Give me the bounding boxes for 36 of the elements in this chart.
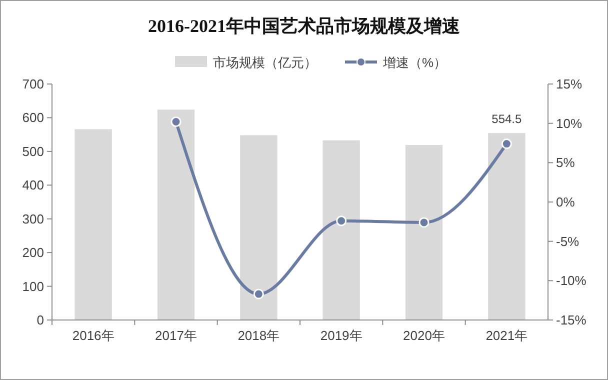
y2-tick-label: 5% (556, 155, 576, 170)
y2-tick-label: 15% (556, 76, 582, 92)
bar (488, 133, 526, 320)
y-tick-label: 700 (22, 76, 44, 92)
x-tick-label: 2020年 (403, 328, 445, 343)
y-tick-label: 0 (36, 312, 44, 328)
point (418, 217, 430, 228)
y2-tick-label: -5% (556, 234, 580, 249)
y2-tick-label: -10% (556, 273, 587, 288)
y-tick-label: 500 (22, 144, 44, 159)
y-tick-label: 100 (22, 278, 44, 294)
data-label: 554.5 (492, 112, 522, 126)
legend-label: 市场规模（亿元） (213, 55, 317, 70)
x-tick-label: 2018年 (238, 328, 280, 343)
bar (74, 129, 112, 320)
point (501, 138, 512, 150)
y2-tick-label: -15% (556, 312, 587, 328)
bar (157, 110, 195, 320)
y2-tick-label: 0% (556, 194, 576, 210)
bar (405, 145, 443, 320)
point (336, 216, 347, 226)
x-tick-label: 2021年 (486, 328, 528, 343)
bar (240, 135, 278, 320)
y2-tick-label: 10% (556, 116, 582, 131)
point (253, 288, 264, 300)
y-tick-label: 200 (22, 245, 44, 260)
bar (322, 140, 360, 320)
legend-label: 增速（%） (382, 55, 447, 70)
y-tick-label: 400 (22, 178, 44, 193)
point (170, 116, 182, 128)
x-tick-label: 2017年 (155, 328, 197, 343)
x-tick-label: 2016年 (72, 328, 114, 343)
y-tick-label: 300 (22, 211, 44, 226)
y-tick-label: 600 (22, 110, 44, 126)
chart-title: 2016-2021年中国艺术品市场规模及增速 (148, 16, 460, 36)
x-tick-label: 2019年 (320, 328, 362, 343)
